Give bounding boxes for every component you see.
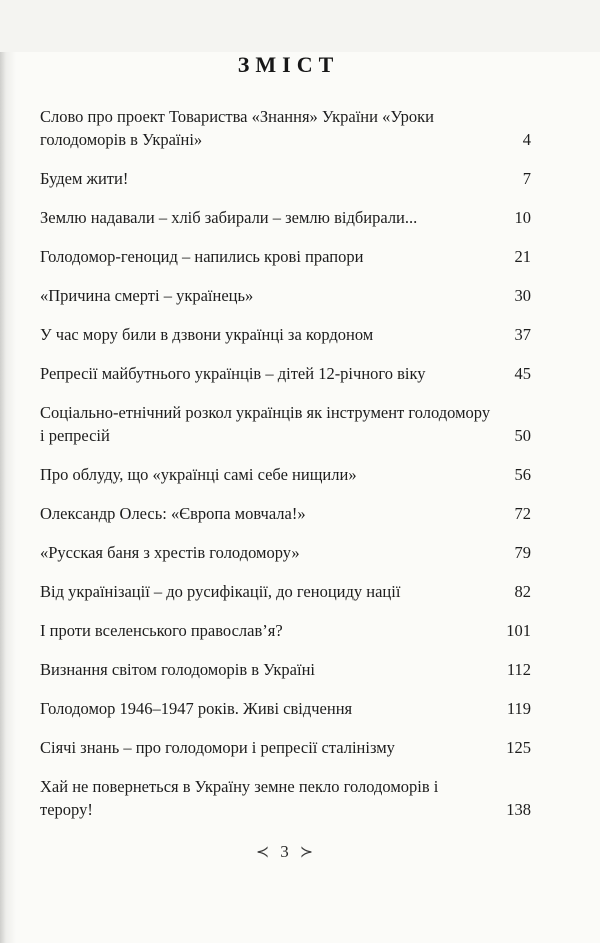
toc-entry-page-number: 125 [506, 738, 531, 757]
toc-entry: Будем жити! 7 [40, 167, 531, 190]
toc-entry-title: Від українізації – до русифікації, до ге… [40, 582, 401, 601]
toc-entry-page-number: 50 [514, 426, 532, 445]
toc-entry-page-number: 138 [506, 800, 531, 819]
toc-entry-page-number: 119 [506, 699, 531, 718]
toc-entry-page-number: 37 [514, 325, 532, 344]
toc-entry-page-number: 56 [514, 465, 532, 484]
toc-entry: Слово про проект Товариства «Знання» Укр… [40, 105, 531, 151]
toc-entry-page-number: 21 [514, 247, 532, 266]
toc-entry-title: І проти вселенського православ’я? [40, 621, 283, 640]
toc-entry-title: «Причина смерті – українець» [40, 286, 254, 305]
toc-entry-title: У час мору били в дзвони українці за кор… [40, 325, 374, 344]
toc-entry-title: Репресії майбутнього українців – дітей 1… [40, 364, 426, 383]
footer-left-arrow-icon: ≺ [255, 844, 272, 861]
toc-entry: У час мору били в дзвони українці за кор… [40, 323, 531, 346]
toc-entry-title: Сіячі знань – про голодомори і репресії … [40, 738, 395, 757]
toc-entry: «Русская баня з хрестів голодомору» 79 [40, 541, 531, 564]
footer-right-arrow-icon: ≻ [299, 844, 316, 861]
toc-entry-page-number: 10 [514, 208, 532, 227]
page-footer: ≺ 3 ≻ [40, 842, 531, 863]
toc-entry-page-number: 112 [506, 660, 531, 679]
toc-entry-title: Хай не повернеться в Україну земне пекло… [40, 777, 439, 819]
toc-entry: Голодомор 1946–1947 років. Живі свідченн… [40, 697, 531, 720]
toc-entry-page-number: 4 [522, 130, 531, 149]
toc-entry-title: Олександр Олесь: «Європа мовчала!» [40, 504, 306, 523]
toc-entry: Олександр Олесь: «Європа мовчала!» 72 [40, 502, 531, 525]
toc-entry-page-number: 7 [522, 169, 531, 188]
toc-entry: Землю надавали – хліб забирали – землю в… [40, 206, 531, 229]
toc-entry: Репресії майбутнього українців – дітей 1… [40, 362, 531, 385]
toc-entry: Хай не повернеться в Україну земне пекло… [40, 775, 531, 821]
toc-entry-title: Про облуду, що «українці самі себе нищил… [40, 465, 357, 484]
book-toc-page: ЗМІСТ Слово про проект Товариства «Знанн… [0, 52, 600, 943]
toc-entry-title: «Русская баня з хрестів голодомору» [40, 543, 300, 562]
toc-entry-title: Слово про проект Товариства «Знання» Укр… [40, 107, 434, 149]
toc-entry-page-number: 45 [514, 364, 532, 383]
toc-entry-title: Будем жити! [40, 169, 129, 188]
toc-entry-title: Визнання світом голодоморів в Україні [40, 660, 315, 679]
toc-entry: Від українізації – до русифікації, до ге… [40, 580, 531, 603]
toc-entry: Соціально-етнічний розкол українців як і… [40, 401, 531, 447]
toc-entry-title: Соціально-етнічний розкол українців як і… [40, 403, 491, 445]
toc-entry-title: Голодомор-геноцид – напились крові прапо… [40, 247, 364, 266]
toc-entry: Сіячі знань – про голодомори і репресії … [40, 736, 531, 759]
page-title: ЗМІСТ [237, 52, 340, 77]
toc-entry-title: Голодомор 1946–1947 років. Живі свідченн… [40, 699, 353, 718]
toc-entry: Голодомор-геноцид – напились крові прапо… [40, 245, 531, 268]
toc-entry-page-number: 72 [514, 504, 532, 523]
toc-entry: «Причина смерті – українець» 30 [40, 284, 531, 307]
toc-entry-page-number: 82 [514, 582, 532, 601]
toc-list: Слово про проект Товариства «Знання» Укр… [40, 105, 531, 821]
toc-entry: І проти вселенського православ’я? 101 [40, 619, 531, 642]
footer-page-number: 3 [280, 842, 291, 861]
toc-entry-page-number: 101 [506, 621, 531, 640]
toc-entry-title: Землю надавали – хліб забирали – землю в… [40, 208, 418, 227]
scan-spine-shadow [0, 52, 16, 943]
toc-entry: Визнання світом голодоморів в Україні 11… [40, 658, 531, 681]
toc-entry-page-number: 79 [514, 543, 532, 562]
toc-entry-page-number: 30 [514, 286, 532, 305]
toc-entry: Про облуду, що «українці самі себе нищил… [40, 463, 531, 486]
